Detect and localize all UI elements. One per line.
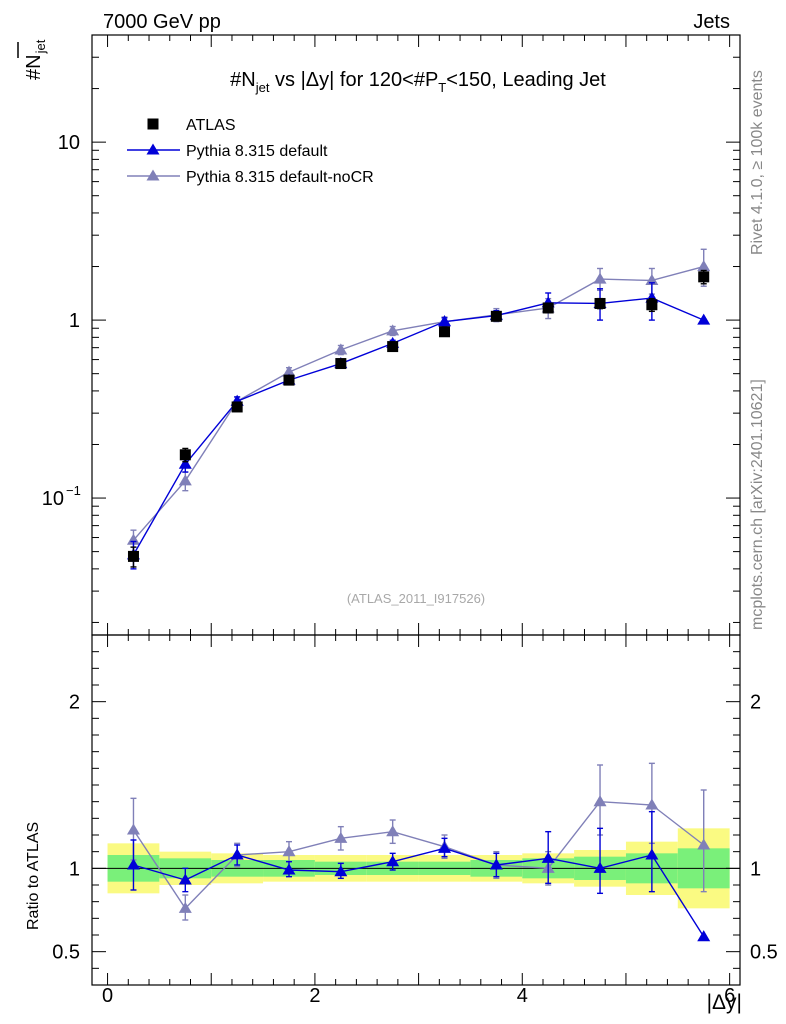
data-point [335, 358, 347, 370]
ratio-plot-frame [91, 634, 741, 986]
ratio-y-tick-label: 0.5 [52, 942, 80, 964]
series-line [132, 265, 704, 541]
ratio-point [282, 845, 296, 857]
ratio-point [334, 831, 348, 843]
data-point [334, 343, 348, 355]
data-point [593, 272, 607, 284]
header-left: 7000 GeV pp [103, 11, 221, 33]
data-point [178, 457, 192, 469]
series-line [132, 297, 704, 556]
legend-marker-atlas [147, 118, 159, 130]
data-point [283, 374, 295, 386]
y-tick-label-0.1: 10 [42, 488, 64, 510]
ratio-point [438, 841, 452, 853]
header-right: Jets [693, 11, 730, 33]
ratio-point [282, 863, 296, 875]
data-point [282, 365, 296, 377]
y-tick-label-exponent: −1 [66, 483, 81, 498]
x-tick-label: 6 [724, 985, 735, 1007]
series-pythia-8-315-default-nocr [126, 248, 711, 553]
data-point [231, 401, 243, 413]
ratio-point [645, 798, 659, 810]
data-point [126, 533, 140, 545]
data-point [697, 260, 711, 272]
ratio-point [126, 858, 140, 870]
ratio-line [133, 847, 705, 938]
x-tick-label: 2 [309, 985, 320, 1007]
analysis-watermark: (ATLAS_2011_I917526) [347, 591, 485, 606]
top-ylabel: #Njet [17, 39, 48, 80]
data-point [439, 326, 451, 338]
y-tick-label-10: 10 [58, 132, 80, 154]
ratio-point [178, 901, 192, 913]
x-tick-label: 0 [102, 985, 113, 1007]
ratio-point [541, 851, 555, 863]
ratio-series-pythia-8-315-default-nocr [126, 762, 711, 921]
data-point [127, 550, 139, 562]
ratio-y-tick-label-right: 1 [750, 858, 761, 880]
ratio-y-tick-label: 1 [69, 858, 80, 880]
ratio-point [645, 848, 659, 860]
mcplots-label: mcplots.cern.ch [arXiv:2401.10621] [749, 379, 766, 630]
data-point [178, 474, 192, 486]
data-point [179, 449, 191, 461]
x-axis-label: |Δy| [707, 991, 742, 1014]
ratio-y-tick-label-right: 0.5 [750, 942, 778, 964]
ratio-point [178, 873, 192, 885]
legend-label: ATLAS [186, 117, 236, 134]
data-point [542, 302, 554, 314]
ratio-point [593, 795, 607, 807]
ratio-y-tick-label: 2 [69, 692, 80, 714]
data-point [387, 341, 399, 353]
top-ylabel-text: #Njet [23, 39, 48, 80]
x-tick-label: 4 [517, 985, 528, 1007]
data-point [645, 273, 659, 286]
data-point [490, 310, 502, 322]
ratio-point [386, 855, 400, 867]
ratio-y-tick-label-right: 2 [750, 692, 761, 714]
data-point [646, 299, 658, 311]
legend-label: Pythia 8.315 default-noCR [186, 169, 374, 186]
ratio-line [132, 800, 705, 910]
ratio-point [126, 823, 140, 835]
series-atlas [127, 269, 710, 568]
data-point [438, 315, 452, 327]
legend-marker [146, 169, 160, 181]
legend-marker [146, 143, 160, 155]
data-point [697, 313, 711, 325]
ratio-point [489, 858, 503, 870]
ratio-ylabel: Ratio to ATLAS [25, 822, 42, 930]
ratio-point [593, 861, 607, 873]
ratio-point [697, 838, 711, 850]
chart-title: #Njet vs |Δy| for 120<#PT<150, Leading J… [230, 69, 606, 95]
ratio-series-pythia-8-315-default [126, 810, 711, 942]
rivet-label: Rivet 4.1.0, ≥ 100k events [749, 70, 766, 255]
data-point [594, 297, 606, 309]
ratio-point [334, 865, 348, 877]
data-point [386, 324, 400, 336]
ratio-point [386, 825, 400, 837]
data-point [698, 271, 710, 283]
legend-label: Pythia 8.315 default [186, 143, 328, 160]
ratio-point [230, 848, 244, 860]
ratio-point [697, 930, 711, 942]
y-tick-label-1: 1 [69, 310, 80, 332]
